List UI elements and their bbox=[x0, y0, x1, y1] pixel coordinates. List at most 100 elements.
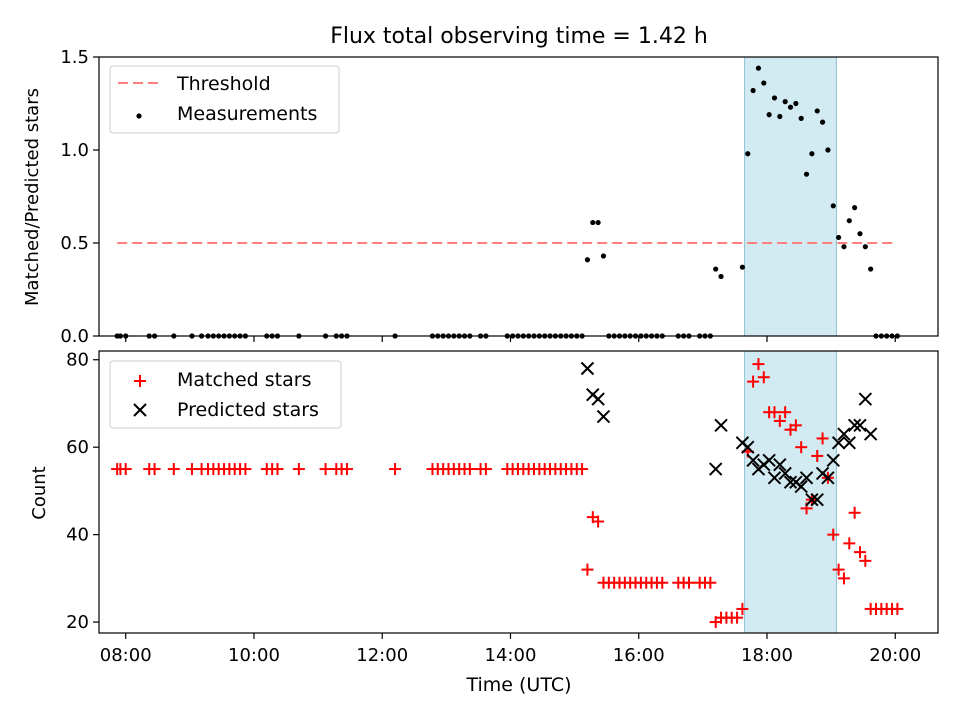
measurement-point bbox=[766, 112, 772, 118]
measurement-point bbox=[755, 65, 762, 71]
matched-star-point bbox=[773, 414, 786, 427]
measurement-point bbox=[777, 113, 783, 120]
matched-star-point bbox=[768, 406, 781, 419]
predicted-star-point bbox=[821, 471, 835, 485]
bottom-panel: 20 40 60 80 08:00 10:00 12:00 14:00 16:00 18:00 2… bbox=[29, 350, 939, 696]
predicted-star-point-b bbox=[714, 418, 728, 433]
matched-star-point bbox=[576, 463, 589, 476]
measurement-point bbox=[739, 264, 746, 270]
matched-star-point bbox=[581, 563, 594, 576]
predicted-star-point bbox=[826, 453, 840, 468]
matched-star-point bbox=[704, 576, 717, 589]
predicted-star-point-b bbox=[821, 471, 835, 485]
measurement-point bbox=[590, 219, 596, 226]
predicted-star-point-b bbox=[826, 453, 840, 468]
matched-star-point bbox=[319, 463, 332, 476]
predicted-star-point-b bbox=[863, 427, 878, 441]
predicted-star-point-b bbox=[842, 436, 856, 450]
predicted-star-point bbox=[805, 492, 819, 507]
legend-predicted-label: Predicted stars bbox=[177, 399, 319, 421]
matched-star-point bbox=[848, 506, 861, 519]
matched-star-point bbox=[340, 463, 353, 476]
predicted-star-point bbox=[853, 418, 867, 433]
measurement-point bbox=[761, 80, 767, 86]
measurement-point bbox=[595, 219, 601, 226]
predicted-star-point-b bbox=[810, 492, 824, 507]
matched-star-point bbox=[389, 463, 402, 476]
measurement-point bbox=[600, 253, 607, 259]
top-panel: 0.0 0.5 1.0 1.5 Matched/Predicted stars Thr… bbox=[22, 47, 939, 347]
matched-star-point bbox=[656, 576, 669, 589]
top-shaded-span bbox=[744, 56, 837, 337]
predicted-star-point-b bbox=[847, 418, 862, 433]
measurement-point bbox=[814, 108, 820, 114]
predicted-star-point-b bbox=[783, 475, 798, 489]
bottom-y-ticks: 20 40 60 80 bbox=[66, 350, 99, 633]
matched-star-point bbox=[167, 463, 180, 476]
predicted-star-point bbox=[794, 479, 808, 494]
measurement-point bbox=[787, 104, 794, 110]
matched-star-point bbox=[479, 463, 492, 476]
predicted-star-point-b bbox=[799, 471, 814, 485]
matched-star-point bbox=[682, 576, 695, 589]
measurement-point bbox=[852, 205, 858, 211]
top-legend: Threshold Measurements bbox=[109, 65, 340, 134]
measurement-point bbox=[803, 171, 810, 177]
bottom-legend: Matched stars Predicted stars bbox=[109, 360, 342, 429]
predicted-star-point-b bbox=[778, 466, 792, 481]
measurement-point bbox=[798, 115, 804, 121]
predicted-star-point-b bbox=[741, 440, 755, 454]
predicted-star-point bbox=[799, 471, 814, 485]
predicted-star-point-b bbox=[794, 479, 808, 494]
measurement-point bbox=[862, 244, 868, 250]
measurement-point bbox=[809, 151, 815, 157]
predicted-star-point bbox=[741, 440, 755, 454]
predicted-star-point bbox=[858, 392, 873, 406]
chart-title: Flux total observing time = 1.42 h bbox=[330, 24, 708, 49]
legend-matched-label: Matched stars bbox=[177, 369, 311, 391]
predicted-star-point bbox=[831, 436, 846, 450]
predicted-star-point-b bbox=[596, 409, 611, 424]
predicted-star-point bbox=[714, 418, 728, 433]
matched-star-point bbox=[859, 554, 872, 567]
bottom-shaded-span bbox=[744, 350, 837, 634]
predicted-star-point-b bbox=[805, 492, 819, 507]
matched-star-point bbox=[779, 406, 792, 419]
bottom-axes-frame bbox=[98, 350, 939, 634]
predicted-star-point bbox=[847, 418, 862, 433]
matched-star-point bbox=[148, 463, 161, 476]
matched-star-point bbox=[239, 463, 252, 476]
matched-star-point bbox=[811, 449, 824, 462]
predicted-star-point bbox=[810, 492, 824, 507]
top-y-tick-label: 0.5 bbox=[60, 233, 89, 254]
matched-star-point bbox=[119, 463, 132, 476]
x-tick-label: 16:00 bbox=[613, 645, 665, 666]
measurement-point bbox=[750, 87, 756, 94]
top-y-tick-label: 1.5 bbox=[60, 47, 89, 68]
predicted-star-point bbox=[767, 471, 782, 485]
matched-star-point bbox=[795, 441, 808, 454]
predicted-star-point bbox=[842, 436, 856, 450]
predicted-star-point bbox=[596, 409, 611, 424]
x-tick-label: 14:00 bbox=[485, 645, 537, 666]
predicted-star-point bbox=[783, 475, 798, 489]
bottom-y-axis-label: Count bbox=[29, 466, 50, 519]
matched-star-point bbox=[292, 463, 305, 476]
matched-star-point bbox=[271, 463, 284, 476]
predicted-star-point bbox=[837, 427, 851, 441]
predicted-star-point-b bbox=[580, 361, 595, 376]
bottom-legend-frame bbox=[109, 360, 342, 429]
matched-star-point bbox=[853, 546, 866, 559]
predicted-star-points bbox=[580, 361, 878, 507]
bottom-x-ticks: 08:00 10:00 12:00 14:00 16:00 18:00 20:00 bbox=[100, 633, 921, 666]
legend-matched-swatch bbox=[134, 375, 146, 387]
measurement-point bbox=[793, 100, 799, 107]
x-tick-label: 18:00 bbox=[741, 645, 793, 666]
x-tick-label: 08:00 bbox=[100, 645, 152, 666]
predicted-star-point-b bbox=[773, 457, 787, 472]
measurement-point bbox=[718, 273, 724, 280]
measurement-point bbox=[713, 266, 719, 272]
matched-star-point bbox=[757, 371, 770, 384]
top-legend-frame bbox=[109, 65, 340, 134]
